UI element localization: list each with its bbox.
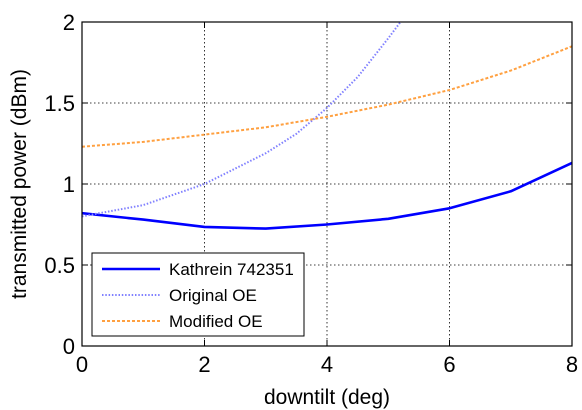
tick-marks: [81, 21, 573, 347]
series-line-1: [82, 161, 572, 230]
x-tick-label: 4: [321, 352, 333, 377]
x-tick-label: 2: [198, 352, 210, 377]
grid: [82, 22, 572, 346]
series-line-3: [82, 45, 572, 148]
x-axis-title: downtilt (deg): [264, 386, 390, 409]
y-tick-label: 1: [63, 172, 75, 197]
legend: Kathrein 742351 Original OE Modified OE: [91, 252, 305, 337]
series-line-2: [82, 22, 402, 218]
y-tick-label: 0.5: [44, 253, 75, 278]
y-axis-title: transmitted power (dBm): [8, 69, 31, 299]
x-tick-label: 0: [76, 352, 88, 377]
legend-label: Kathrein 742351: [169, 260, 294, 279]
y-tick-label: 1.5: [44, 91, 75, 116]
legend-label: Modified OE: [169, 312, 263, 331]
series-lines: [82, 22, 572, 230]
legend-box: [91, 252, 305, 337]
y-tick-label: 0: [63, 334, 75, 359]
tick-labels: 0 2 4 6 8 0 0.5 1 1.5 2: [44, 10, 578, 377]
y-tick-label: 2: [63, 10, 75, 35]
x-tick-label: 6: [443, 352, 455, 377]
legend-label: Original OE: [169, 286, 257, 305]
x-tick-label: 8: [566, 352, 578, 377]
